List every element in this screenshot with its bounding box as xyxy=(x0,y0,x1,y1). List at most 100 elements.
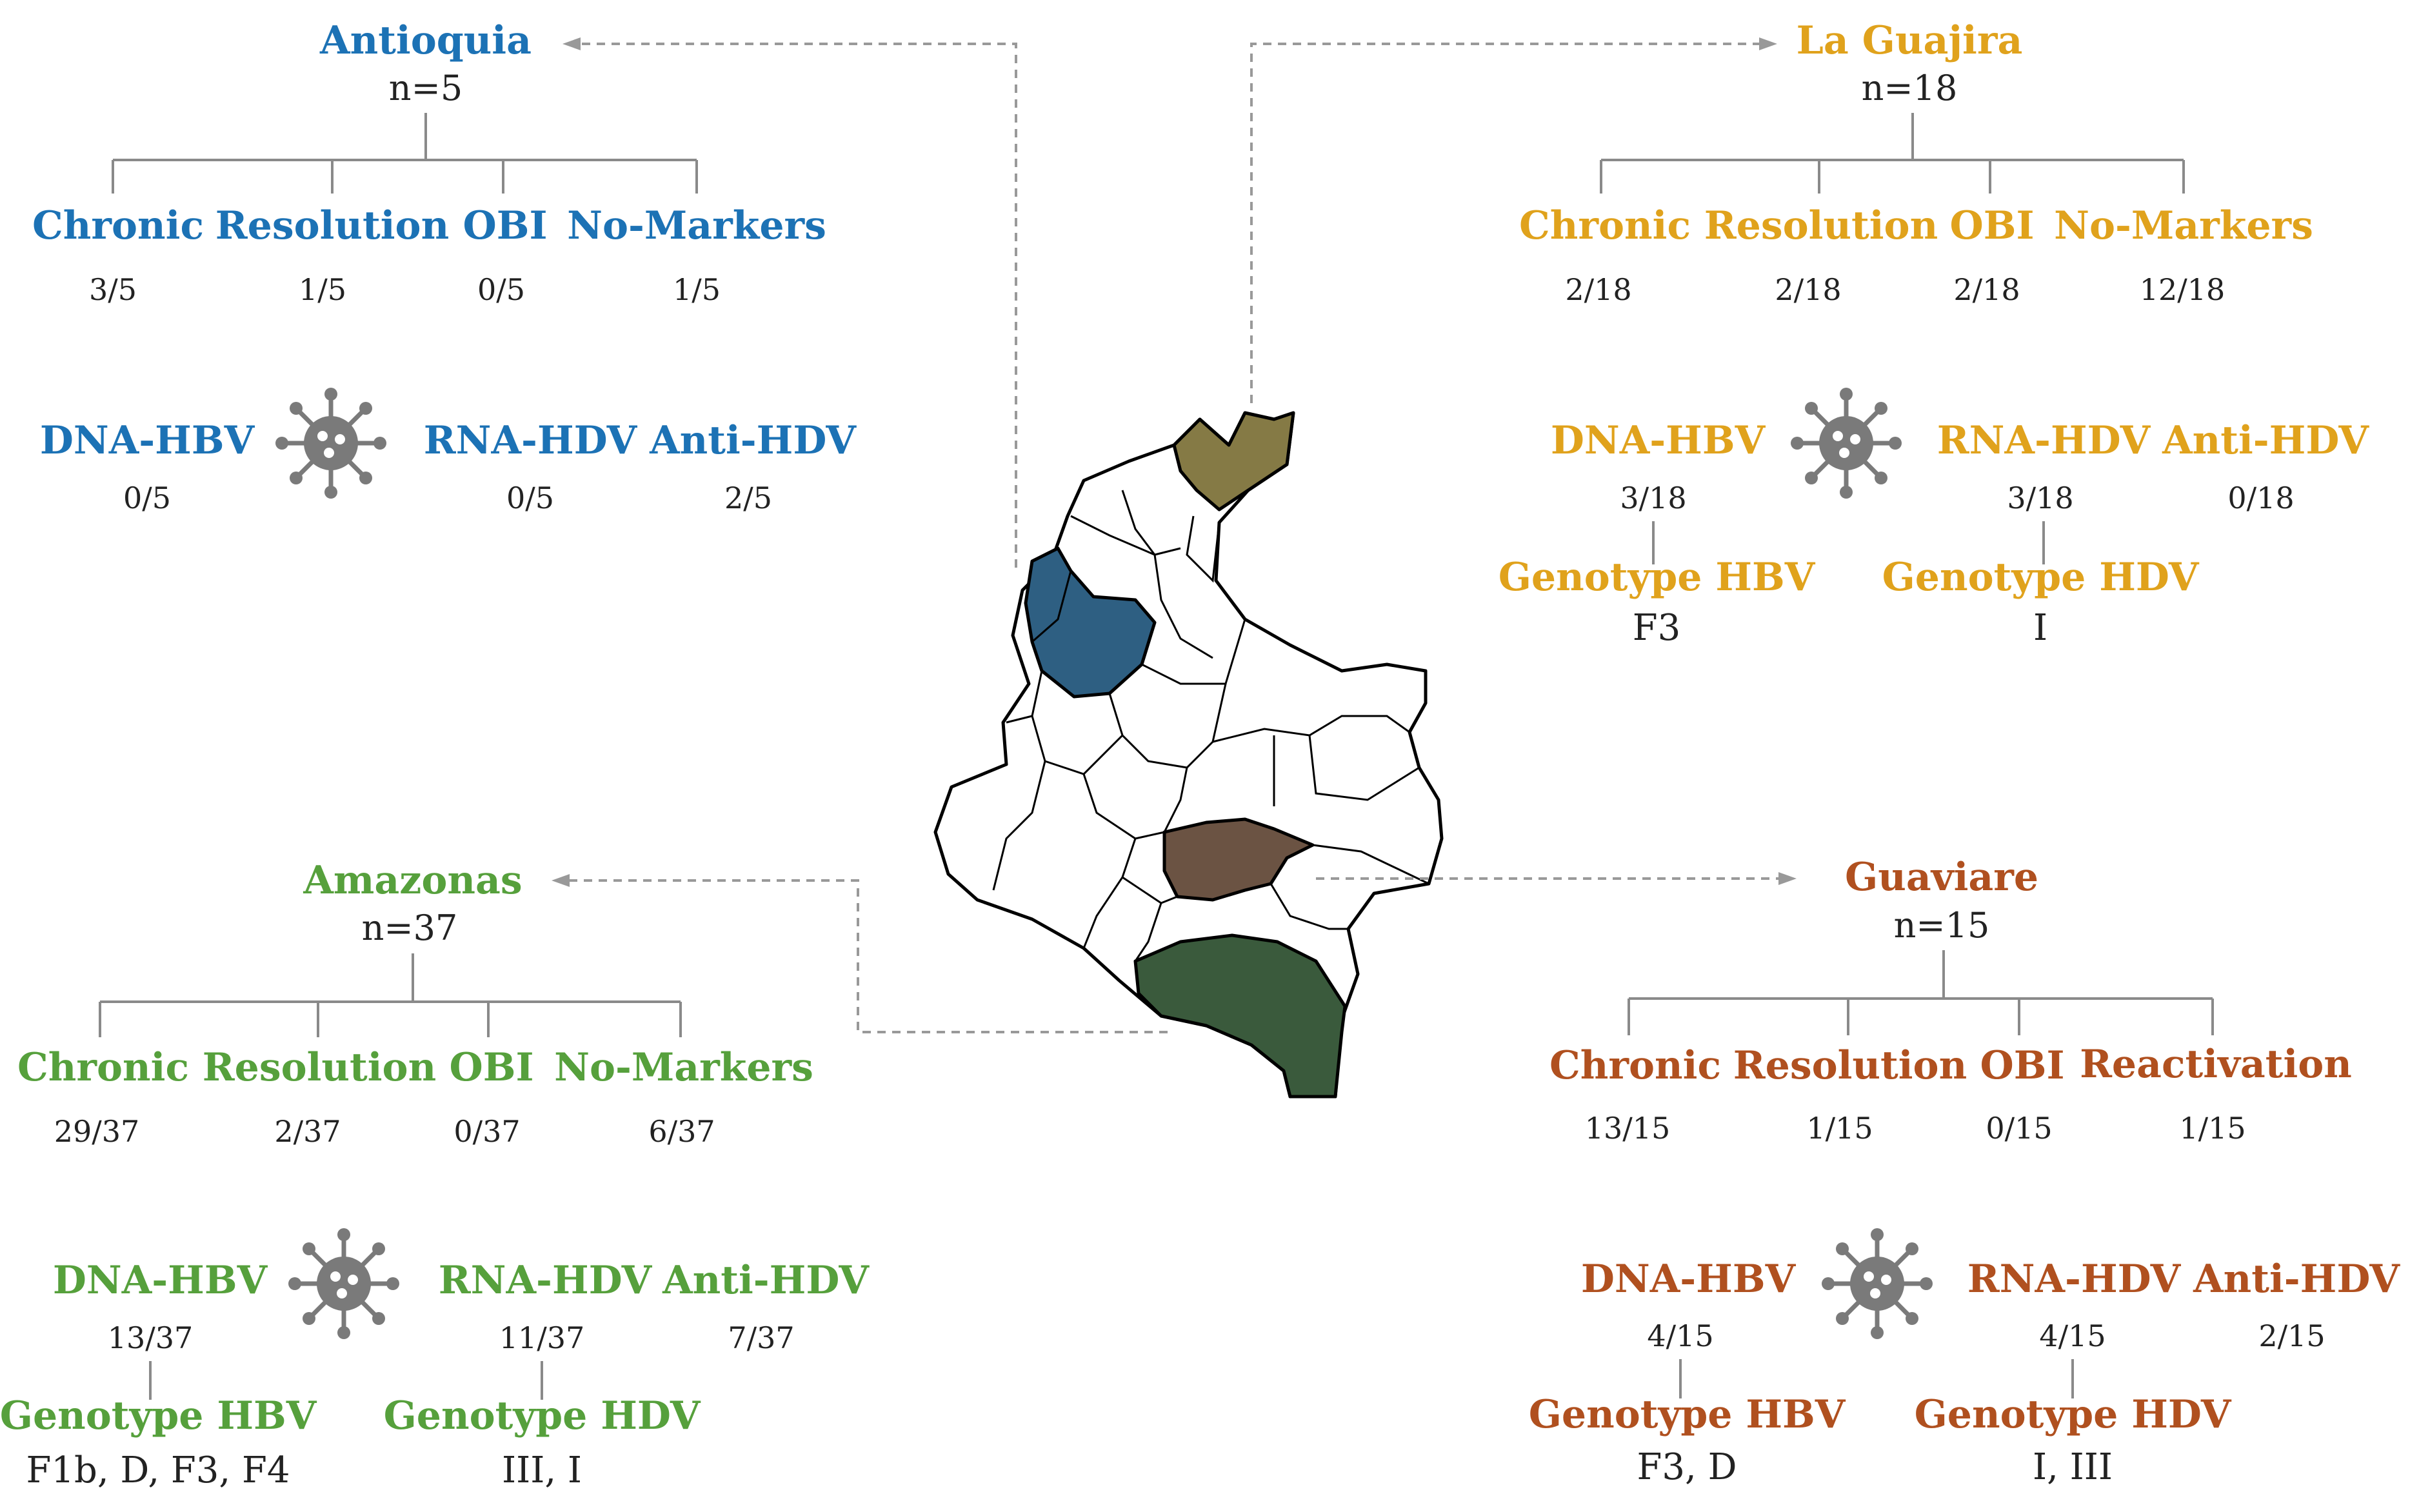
category-count: 3/5 xyxy=(89,272,137,307)
sample-size: n=18 xyxy=(1862,68,1958,108)
genotype-hdv-label: Genotype HDV xyxy=(1882,555,2200,600)
genotype-hbv-label: Genotype HBV xyxy=(0,1393,317,1438)
map-department-borders xyxy=(992,490,1429,962)
genotype-hbv-value: F3 xyxy=(1633,607,1680,649)
rna-hdv-label: RNA-HDV xyxy=(1937,418,2151,463)
dna-hbv-value: 3/18 xyxy=(1620,481,1686,515)
category-tree xyxy=(1600,113,2185,194)
colombia-map xyxy=(933,411,1444,1099)
category-count: 1/15 xyxy=(2179,1111,2246,1146)
anti-hdv-value: 2/5 xyxy=(724,481,772,515)
arrowhead-guaviare xyxy=(1778,872,1797,885)
anti-hdv-value: 0/18 xyxy=(2227,481,2294,515)
dna-hbv-value: 13/37 xyxy=(108,1320,194,1355)
category-tree xyxy=(112,113,698,194)
category-tree xyxy=(1628,950,2214,1035)
category-label: No-Markers xyxy=(567,203,826,248)
genotype-hdv-label: Genotype HDV xyxy=(384,1393,701,1438)
category-label: Chronic xyxy=(1549,1043,1721,1088)
anti-hdv-label: Anti-HDV xyxy=(2162,418,2369,463)
rna-hdv-value: 4/15 xyxy=(2039,1318,2106,1353)
category-label: Resolution xyxy=(1733,1043,1967,1088)
genotype-hdv-value: I xyxy=(2033,607,2047,649)
category-label: No-Markers xyxy=(554,1045,813,1090)
category-tree xyxy=(99,953,682,1037)
sample-size: n=5 xyxy=(389,68,463,108)
category-count: 0/37 xyxy=(453,1114,520,1149)
genotype-hbv-value: F1b, D, F3, F4 xyxy=(26,1449,290,1491)
genotype-hdv-label: Genotype HDV xyxy=(1915,1392,2232,1437)
virus-icon xyxy=(1822,1228,1933,1339)
category-count: 2/37 xyxy=(274,1114,341,1149)
category-label: OBI xyxy=(1949,203,2034,248)
region-title: Antioquia xyxy=(319,18,532,63)
dna-hbv-value: 0/5 xyxy=(123,481,171,515)
category-label: OBI xyxy=(463,203,547,248)
leader-antioquia xyxy=(574,43,1017,568)
genotype-hbv-label: Genotype HBV xyxy=(1499,555,1816,600)
sample-size: n=37 xyxy=(362,908,458,948)
rna-hdv-value: 11/37 xyxy=(499,1320,585,1355)
region-title: Amazonas xyxy=(303,858,522,903)
rna-hdv-value: 3/18 xyxy=(2007,481,2073,515)
category-label: Resolution xyxy=(215,203,449,248)
panel-amazonas: Amazonas n=37 Chronic Resolution OBI No-… xyxy=(0,858,870,1491)
dna-hbv-label: DNA-HBV xyxy=(1581,1257,1797,1302)
virus-icon xyxy=(275,388,386,499)
region-title: La Guajira xyxy=(1797,18,2023,63)
anti-hdv-label: Anti-HDV xyxy=(649,418,857,463)
map-region-la-guajira xyxy=(1172,411,1295,512)
dna-hbv-label: DNA-HBV xyxy=(1551,418,1766,463)
region-title: Guaviare xyxy=(1845,855,2038,900)
category-count: 1/15 xyxy=(1806,1111,1873,1146)
leader-la-guajira xyxy=(1250,43,1764,403)
category-count: 2/18 xyxy=(1775,272,1841,307)
category-label: Chronic xyxy=(17,1045,189,1090)
anti-hdv-label: Anti-HDV xyxy=(2193,1257,2400,1302)
category-count: 6/37 xyxy=(648,1114,715,1149)
category-label: No-Markers xyxy=(2054,203,2313,248)
leader-amazonas xyxy=(564,879,1168,1033)
category-count: 13/15 xyxy=(1585,1111,1671,1146)
dna-hbv-value: 4/15 xyxy=(1647,1318,1713,1353)
anti-hdv-label: Anti-HDV xyxy=(662,1258,870,1303)
genotype-hbv-label: Genotype HBV xyxy=(1529,1392,1846,1437)
category-count: 1/5 xyxy=(299,272,346,307)
anti-hdv-value: 7/37 xyxy=(728,1320,794,1355)
genotype-hbv-value: F3, D xyxy=(1637,1446,1737,1488)
virus-icon xyxy=(288,1228,399,1339)
category-label: Resolution xyxy=(203,1045,436,1090)
panel-guaviare: Guaviare n=15 Chronic Resolution OBI Rea… xyxy=(1529,855,2401,1488)
category-label: OBI xyxy=(1980,1043,2064,1088)
category-label: Resolution xyxy=(1704,203,1938,248)
arrowhead-antioquia xyxy=(563,37,581,50)
category-label: Chronic xyxy=(1519,203,1691,248)
category-count: 0/15 xyxy=(1986,1111,2052,1146)
category-label: OBI xyxy=(449,1045,533,1090)
category-count: 12/18 xyxy=(2140,272,2226,307)
panel-antioquia: Antioquia n=5 Chronic Resolution OBI No-… xyxy=(32,18,857,515)
category-label: Chronic xyxy=(32,203,204,248)
virus-icon xyxy=(1791,388,1902,499)
category-count: 1/5 xyxy=(673,272,721,307)
genotype-hdv-value: I, III xyxy=(2033,1446,2113,1488)
anti-hdv-value: 2/15 xyxy=(2258,1318,2325,1353)
sample-size: n=15 xyxy=(1894,905,1990,946)
dna-hbv-label: DNA-HBV xyxy=(53,1258,268,1303)
arrowhead-amazonas xyxy=(552,874,570,887)
rna-hdv-label: RNA-HDV xyxy=(439,1258,653,1303)
category-count: 0/5 xyxy=(477,272,525,307)
rna-hdv-value: 0/5 xyxy=(506,481,554,515)
rna-hdv-label: RNA-HDV xyxy=(424,418,638,463)
map-region-amazonas xyxy=(1133,933,1347,1099)
map-region-guaviare xyxy=(1162,817,1315,902)
category-count: 2/18 xyxy=(1953,272,2020,307)
panel-la-guajira: La Guajira n=18 Chronic Resolution OBI N… xyxy=(1499,18,2370,649)
dna-hbv-label: DNA-HBV xyxy=(40,418,255,463)
category-count: 2/18 xyxy=(1565,272,1631,307)
arrowhead-la-guajira xyxy=(1759,37,1777,50)
category-count: 29/37 xyxy=(54,1114,140,1149)
leader-lines xyxy=(552,37,1797,1033)
category-label: Reactivation xyxy=(2080,1042,2352,1087)
